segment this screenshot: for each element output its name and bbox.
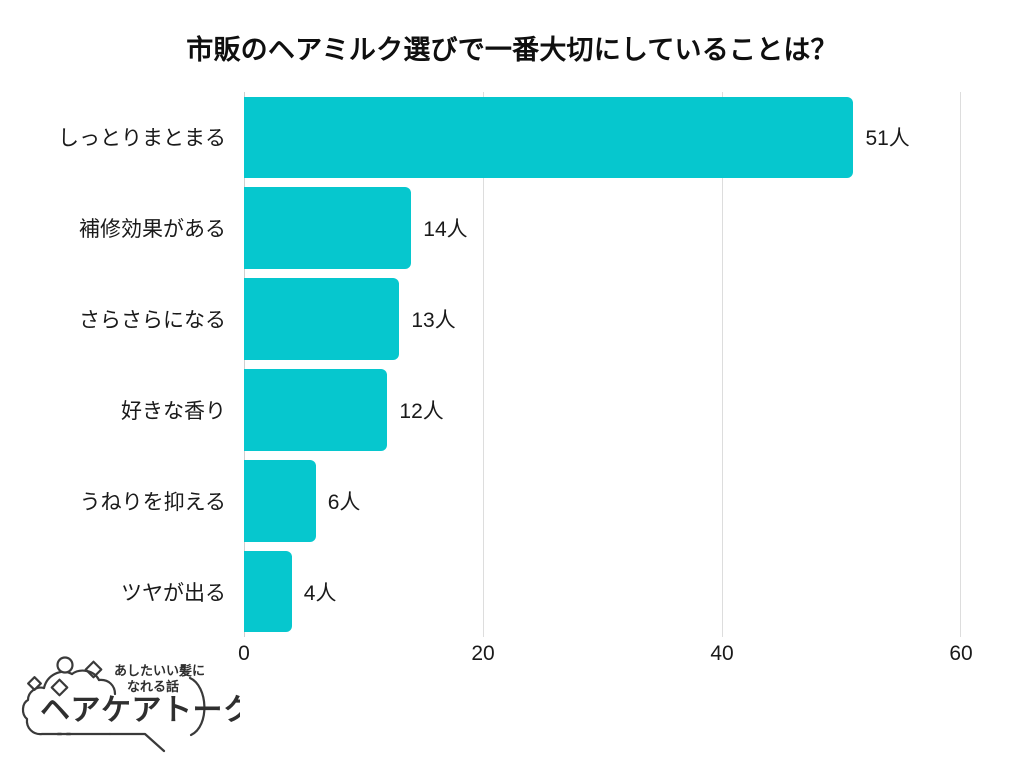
bar-band: 4人 [244, 550, 961, 633]
bar-value-label: 4人 [303, 581, 337, 605]
x-axis-tick: 60 [949, 642, 973, 665]
bar[interactable] [244, 550, 292, 633]
bar-band: 51人 [244, 96, 961, 179]
bar-band: 14人 [244, 187, 961, 270]
bar-value-label: 14人 [423, 218, 468, 242]
brand-logo: ヘアケアトーク あしたいい髪に なれる話 [14, 648, 240, 756]
y-axis-label: しっとりまとまる [58, 127, 226, 151]
brand-tagline-line2: なれる話 [127, 679, 179, 694]
chart-title: 市販のヘアミルク選びで一番大切にしていることは？ [186, 35, 838, 65]
brand-name-text: ヘアケアトーク [40, 694, 240, 727]
bar-value-label: 6人 [327, 490, 361, 514]
y-axis-label: 補修効果がある [79, 218, 226, 242]
y-axis-label: うねりを抑える [79, 490, 226, 514]
x-axis-tick-labels: 0 20 40 60 [238, 642, 973, 676]
bar-value-label: 12人 [399, 399, 444, 423]
bar-value-label: 51人 [865, 127, 910, 151]
y-axis-category-labels: しっとりまとまる 補修効果がある さらさらになる 好きな香り うねりを抑える ツ… [0, 92, 226, 637]
y-axis-label: さらさらになる [79, 309, 226, 333]
bar-band: 13人 [244, 278, 961, 360]
bar-band: 6人 [244, 459, 961, 542]
x-axis-tick: 0 [238, 642, 250, 665]
x-axis-tick: 20 [471, 642, 495, 665]
bar[interactable] [244, 369, 388, 451]
bar-series: 51人 14人 13人 12人 6人 4人 [244, 92, 961, 637]
y-axis-label: 好きな香り [121, 399, 226, 423]
bar-band: 12人 [244, 369, 961, 451]
bar[interactable] [244, 187, 412, 270]
y-axis-label: ツヤが出る [121, 581, 226, 605]
bar[interactable] [244, 278, 400, 360]
x-axis-tick: 40 [710, 642, 734, 665]
bar[interactable] [244, 96, 854, 179]
brand-logo-icon: ヘアケアトーク あしたいい髪に なれる話 [21, 656, 240, 753]
bar-value-label: 13人 [411, 309, 456, 333]
bar[interactable] [244, 459, 316, 542]
brand-tagline-line1: あしたいい髪に [114, 663, 205, 678]
plot-area: 51人 14人 13人 12人 6人 4人 [244, 92, 961, 637]
